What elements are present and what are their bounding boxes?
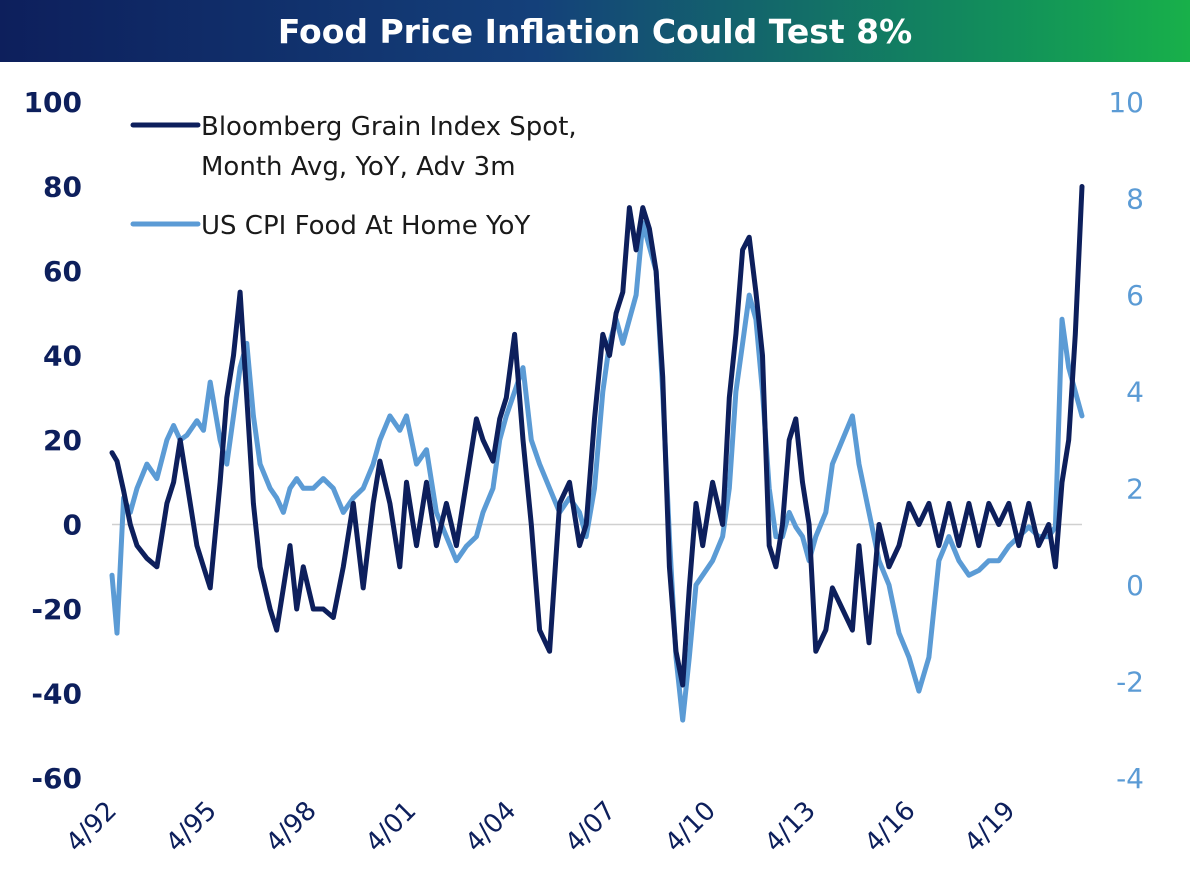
x-axis-tick-label: 4/98: [260, 796, 323, 859]
right-axis-tick-label: 4: [1126, 376, 1144, 409]
left-axis-tick-label: -60: [31, 762, 82, 795]
right-axis-tick-label: -2: [1116, 665, 1144, 698]
x-axis-tick-label: 4/95: [160, 796, 223, 859]
left-axis-tick-label: -20: [31, 593, 82, 626]
x-axis-tick-label: 4/07: [560, 796, 623, 859]
legend-label: Bloomberg Grain Index Spot,: [201, 112, 577, 142]
left-axis-tick-label: 20: [43, 424, 82, 457]
title-bar: Food Price Inflation Could Test 8%: [0, 0, 1190, 62]
right-axis-tick-label: 8: [1126, 183, 1144, 216]
x-axis-tick-label: 4/16: [859, 796, 922, 859]
left-axis-tick-label: 80: [43, 171, 82, 204]
left-axis-tick-label: 100: [24, 86, 82, 119]
x-axis-tick-label: 4/92: [60, 796, 123, 859]
right-axis-tick-label: 0: [1126, 569, 1144, 602]
x-axis-tick-label: 4/10: [659, 796, 722, 859]
x-axis-tick-label: 4/04: [460, 796, 523, 859]
left-axis-tick-label: 40: [43, 340, 82, 373]
left-axis-tick-label: 60: [43, 255, 82, 288]
chart-title: Food Price Inflation Could Test 8%: [277, 12, 913, 51]
right-axis-tick-label: -4: [1116, 762, 1144, 795]
legend-label: Month Avg, YoY, Adv 3m: [201, 152, 516, 182]
right-axis-tick-label: 6: [1126, 279, 1144, 312]
x-axis-tick-label: 4/19: [959, 796, 1022, 859]
x-axis-tick-label: 4/01: [360, 796, 423, 859]
right-axis-tick-label: 2: [1126, 472, 1144, 505]
series-line-cpi-food: [109, 220, 1085, 723]
left-axis-tick-label: -40: [31, 678, 82, 711]
legend-label: US CPI Food At Home YoY: [201, 211, 530, 241]
series-line-grain-index: [109, 184, 1085, 688]
x-axis-tick-label: 4/13: [759, 796, 822, 859]
left-axis-tick-label: 0: [63, 509, 82, 542]
right-axis-tick-label: 10: [1108, 86, 1144, 119]
